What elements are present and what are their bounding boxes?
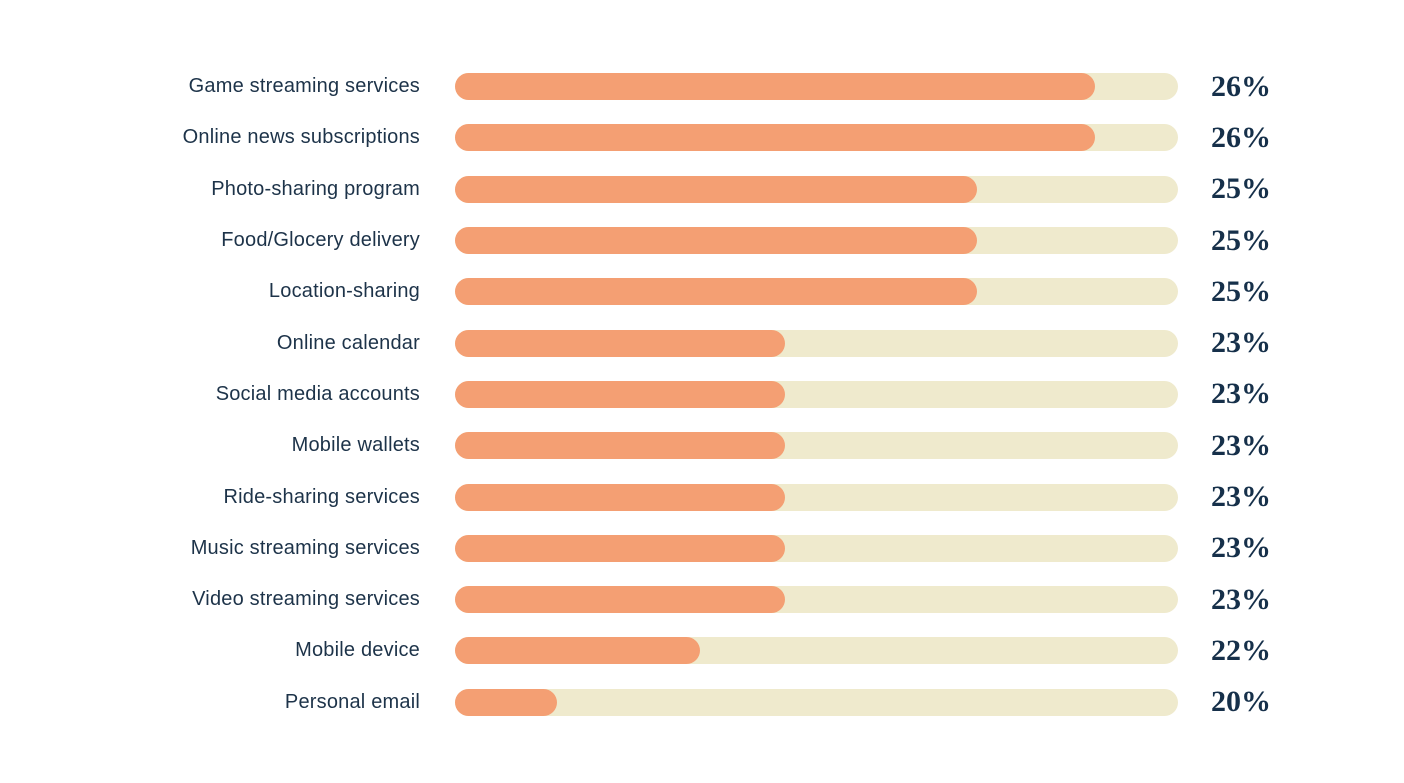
chart-row: Game streaming services 26% xyxy=(0,61,1404,112)
bar-track xyxy=(455,432,1178,460)
category-label: Online news subscriptions xyxy=(182,126,420,149)
value-label: 23% xyxy=(1211,377,1271,411)
category-label: Food/Glocery delivery xyxy=(221,229,420,252)
bar-track xyxy=(455,586,1178,614)
category-label: Ride-sharing services xyxy=(223,485,420,508)
chart-row: Photo-sharing program 25% xyxy=(0,164,1404,215)
value-label: 22% xyxy=(1211,633,1271,667)
bar-track xyxy=(455,227,1178,255)
bar-track xyxy=(455,278,1178,306)
category-label: Location-sharing xyxy=(268,280,420,303)
bar-fill xyxy=(455,534,785,562)
chart-row: Social media accounts 23% xyxy=(0,369,1404,420)
category-label: Personal email xyxy=(284,690,420,713)
chart-row: Online news subscriptions 26% xyxy=(0,112,1404,163)
bar-fill xyxy=(455,380,785,408)
bar-fill xyxy=(455,175,977,203)
bar-track xyxy=(455,329,1178,357)
chart-row: Food/Glocery delivery 25% xyxy=(0,215,1404,266)
chart-row: Personal email 20% xyxy=(0,677,1404,728)
chart-row: Ride-sharing services 23% xyxy=(0,471,1404,522)
bar-fill xyxy=(455,227,977,255)
value-label: 26% xyxy=(1211,120,1271,154)
category-label: Online calendar xyxy=(276,331,420,354)
bar-fill xyxy=(455,586,785,614)
bar-track xyxy=(455,688,1178,716)
bar-track xyxy=(455,175,1178,203)
bar-fill xyxy=(455,329,785,357)
chart-row: Mobile wallets 23% xyxy=(0,420,1404,471)
chart-row: Mobile device 22% xyxy=(0,625,1404,676)
value-label: 25% xyxy=(1211,274,1271,308)
category-label: Social media accounts xyxy=(215,382,420,405)
category-label: Music streaming services xyxy=(190,536,420,559)
bar-fill xyxy=(455,432,785,460)
bar-track xyxy=(455,124,1178,152)
value-label: 26% xyxy=(1211,69,1271,103)
value-label: 23% xyxy=(1211,428,1271,462)
value-label: 20% xyxy=(1211,685,1271,719)
chart-row: Location-sharing 25% xyxy=(0,266,1404,317)
value-label: 23% xyxy=(1211,326,1271,360)
chart-row: Online calendar 23% xyxy=(0,317,1404,368)
category-label: Photo-sharing program xyxy=(211,177,420,200)
bar-fill xyxy=(455,73,1095,101)
category-label: Mobile device xyxy=(295,639,420,662)
value-label: 23% xyxy=(1211,582,1271,616)
bar-track xyxy=(455,483,1178,511)
bar-track xyxy=(455,534,1178,562)
chart-row: Music streaming services 23% xyxy=(0,523,1404,574)
value-label: 23% xyxy=(1211,531,1271,565)
bar-track xyxy=(455,637,1178,665)
bar-fill xyxy=(455,124,1095,152)
category-label: Game streaming services xyxy=(188,75,420,98)
value-label: 25% xyxy=(1211,223,1271,257)
chart-row: Video streaming services 23% xyxy=(0,574,1404,625)
bar-track xyxy=(455,380,1178,408)
bar-fill xyxy=(455,637,701,665)
category-label: Video streaming services xyxy=(192,588,420,611)
bar-fill xyxy=(455,688,557,716)
value-label: 25% xyxy=(1211,172,1271,206)
bar-fill xyxy=(455,483,785,511)
value-label: 23% xyxy=(1211,480,1271,514)
bar-fill xyxy=(455,278,977,306)
category-label: Mobile wallets xyxy=(291,434,420,457)
bar-chart: Game streaming services 26% Online news … xyxy=(0,61,1404,728)
bar-track xyxy=(455,73,1178,101)
